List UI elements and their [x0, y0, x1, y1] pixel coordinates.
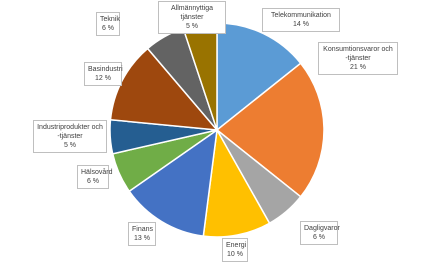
category-label: Energi: [226, 242, 247, 249]
data-label: Basindustri 12 %: [84, 62, 123, 86]
data-label: Telekommunikation 14 %: [262, 8, 340, 32]
data-label: Hälsovård 6 %: [77, 165, 113, 189]
category-label: Teknik: [100, 16, 120, 23]
data-label: Allmännyttiga tjänster 5 %: [158, 1, 226, 34]
value-label: 13 %: [134, 235, 150, 242]
category-label: Konsumtionsvaror och -tjänster: [323, 46, 393, 62]
pie-slice: [109, 47, 219, 131]
category-label: Industriprodukter och -tjänster: [37, 124, 103, 140]
data-label: Energi 10 %: [222, 238, 248, 262]
value-label: 6 %: [101, 25, 115, 32]
category-label: Allmännyttiga tjänster: [170, 5, 214, 21]
category-label: Hälsovård: [81, 169, 113, 176]
data-label: Teknik 6 %: [96, 12, 120, 36]
value-label: 6 %: [86, 178, 100, 185]
value-label: 5 %: [63, 142, 77, 149]
value-label: 5 %: [185, 23, 199, 30]
value-label: 12 %: [95, 75, 111, 82]
value-label: 14 %: [293, 21, 309, 28]
value-label: 6 %: [312, 234, 326, 241]
data-label: Konsumtionsvaror och -tjänster 21 %: [318, 42, 398, 75]
category-label: Dagligvaror: [304, 225, 340, 232]
category-label: Finans: [132, 226, 154, 233]
pie-slice: [128, 128, 218, 237]
value-label: 21 %: [350, 64, 366, 71]
category-label: Basindustri: [88, 66, 123, 73]
data-label: Dagligvaror 6 %: [300, 221, 340, 245]
data-label: Industriprodukter och -tjänster 5 %: [33, 120, 107, 153]
category-label: Telekommunikation: [271, 12, 331, 19]
value-label: 10 %: [227, 251, 243, 258]
data-label: Finans 13 %: [128, 222, 156, 246]
pie-slice: [215, 62, 325, 198]
